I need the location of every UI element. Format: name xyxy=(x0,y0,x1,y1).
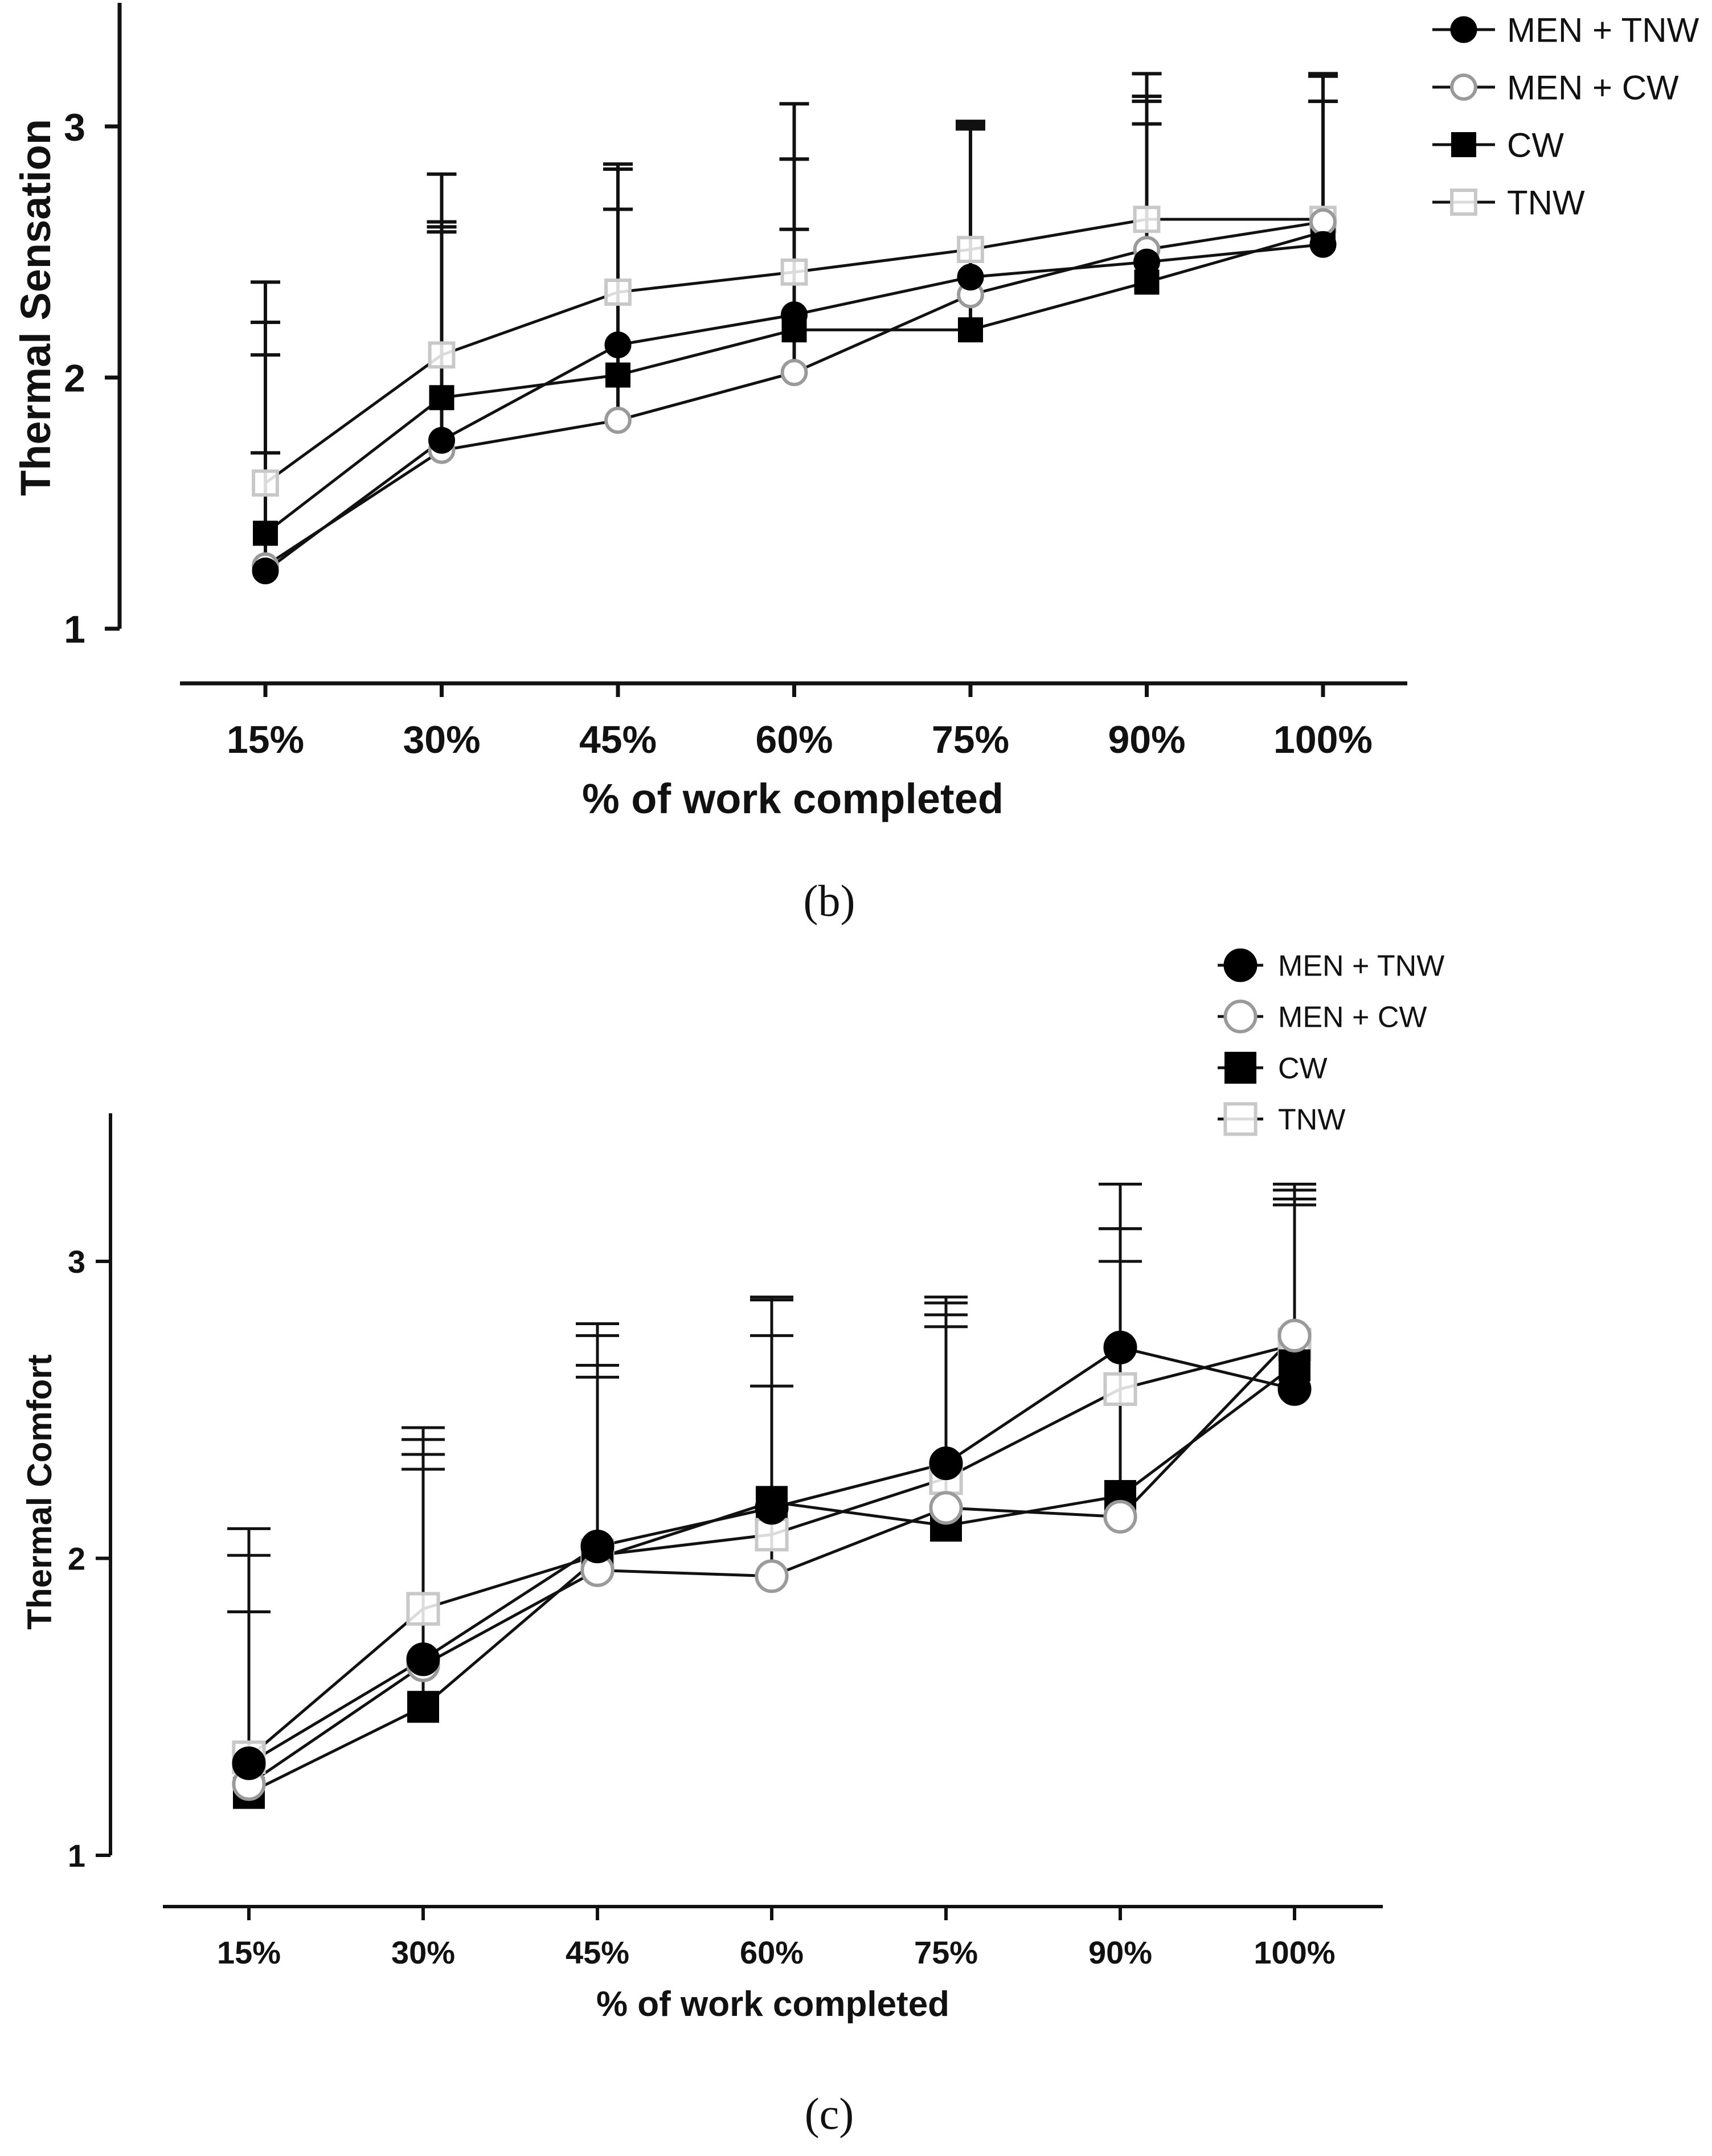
panel-c-x-tick-label: 30% xyxy=(391,1934,455,1970)
panel-c-legend-marker xyxy=(1223,999,1258,1034)
panel-c-point-3 xyxy=(406,1592,440,1626)
panel-c-point-1 xyxy=(1103,1499,1137,1534)
panel-b-point-3 xyxy=(1133,206,1161,233)
panel-b-point-0 xyxy=(428,427,455,454)
panel-b-chart: Thermal Sensation % of work completed (b… xyxy=(12,3,1699,925)
panel-c-point-1 xyxy=(929,1491,963,1525)
panel-b-point-3 xyxy=(428,341,456,369)
panel-b-point-2 xyxy=(958,317,983,343)
panel-b-point-3 xyxy=(604,278,632,306)
panel-b-point-0 xyxy=(781,301,808,329)
panel-b-point-1 xyxy=(780,359,808,387)
panel-b-y-tick-label: 1 xyxy=(64,608,85,651)
panel-b-point-2 xyxy=(253,520,278,546)
panel-b-point-3 xyxy=(780,258,808,286)
panel-b-x-axis-title: % of work completed xyxy=(582,775,1004,822)
panel-c-y-tick-label: 1 xyxy=(68,1838,85,1874)
panel-c-x-tick-label: 90% xyxy=(1088,1934,1152,1970)
panel-c-legend-label: MEN + CW xyxy=(1278,1001,1427,1034)
panel-c-legend-label: CW xyxy=(1278,1052,1328,1085)
panel-b-legend-label: CW xyxy=(1507,126,1564,165)
panel-c-point-2 xyxy=(407,1691,439,1723)
panel-c-legend-label: MEN + TNW xyxy=(1278,950,1444,983)
panel-b-point-0 xyxy=(1133,248,1160,276)
panel-b-legend-marker xyxy=(1450,188,1477,216)
panel-c-point-0 xyxy=(1277,1372,1312,1406)
panel-b-point-2 xyxy=(429,385,454,411)
panel-b-y-tick-label: 2 xyxy=(64,356,85,400)
panel-b-point-3 xyxy=(252,469,279,497)
panel-c-x-tick-label: 100% xyxy=(1254,1934,1335,1970)
panel-b-point-0 xyxy=(252,558,279,585)
panel-c-x-tick-label: 60% xyxy=(740,1934,804,1970)
panel-b-point-1 xyxy=(604,407,632,434)
panel-b-point-0 xyxy=(604,331,632,359)
panel-b-x-tick-label: 90% xyxy=(1108,718,1185,761)
panel-b-point-0 xyxy=(1309,231,1337,258)
panel-b-x-tick-label: 45% xyxy=(579,718,657,761)
panel-b-x-tick-label: 100% xyxy=(1273,718,1373,761)
panel-b-x-tick-label: 75% xyxy=(932,718,1009,761)
panel-b-y-tick-label: 3 xyxy=(64,105,85,149)
panel-c-point-0 xyxy=(232,1746,266,1780)
panel-c-legend-marker xyxy=(1223,1102,1258,1136)
panel-c-x-tick-label: 75% xyxy=(914,1934,978,1970)
panel-b-legend-marker xyxy=(1451,132,1476,157)
panel-c-point-0 xyxy=(1103,1330,1137,1364)
panel-b-legend-label: MEN + TNW xyxy=(1507,11,1699,50)
panel-c-point-1 xyxy=(1277,1318,1312,1352)
panel-c-point-0 xyxy=(929,1446,963,1481)
panel-b-point-3 xyxy=(957,236,984,263)
panel-c-x-tick-label: 45% xyxy=(566,1934,629,1970)
panel-c-caption: (c) xyxy=(805,2089,854,2138)
panel-b-x-tick-label: 15% xyxy=(227,718,304,761)
panel-b-y-axis-title: Thermal Sensation xyxy=(12,119,59,496)
panel-b-legend-marker xyxy=(1450,73,1477,101)
panel-b-point-0 xyxy=(957,264,984,291)
panel-b-legend-label: TNW xyxy=(1507,184,1585,222)
panel-b-x-tick-label: 60% xyxy=(755,718,833,761)
panel-b-point-1 xyxy=(1309,208,1337,236)
panel-c-x-tick-label: 15% xyxy=(217,1934,281,1970)
panel-b-legend: MEN + TNW MEN + CW CW TNW xyxy=(1432,11,1699,222)
panel-c-legend: MEN + TNW MEN + CW CW TNW xyxy=(1218,948,1444,1137)
panel-c-y-tick-label: 2 xyxy=(68,1541,85,1577)
panel-c-legend-label: TNW xyxy=(1278,1104,1345,1137)
panel-c-y-tick-label: 3 xyxy=(68,1244,85,1280)
panel-b-legend-label: MEN + CW xyxy=(1507,69,1679,107)
panel-b-point-2 xyxy=(605,362,630,388)
panel-c-y-axis-title: Thermal Comfort xyxy=(21,1354,59,1629)
panel-c-point-0 xyxy=(580,1530,615,1564)
panel-c-legend-marker xyxy=(1224,1052,1256,1084)
panel-b-legend-marker xyxy=(1450,16,1477,43)
panel-c-legend-marker xyxy=(1223,948,1258,982)
panel-c-chart: Thermal Comfort % of work completed (c) … xyxy=(21,948,1444,2138)
panel-c-point-1 xyxy=(755,1559,789,1593)
panel-b-caption: (b) xyxy=(804,876,855,925)
panel-c-point-0 xyxy=(755,1491,789,1525)
panel-b-x-tick-label: 30% xyxy=(403,718,480,761)
panel-c-point-3 xyxy=(1103,1372,1137,1406)
panel-c-x-axis-title: % of work completed xyxy=(596,1985,949,2024)
panel-c-point-0 xyxy=(406,1642,440,1677)
